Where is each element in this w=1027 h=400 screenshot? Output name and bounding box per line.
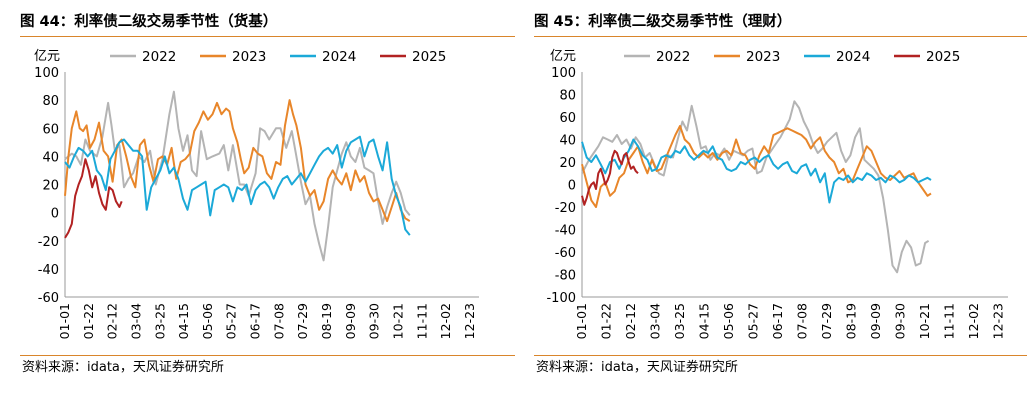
x-tick-label: 02-12	[623, 303, 638, 339]
x-tick-label: 09-30	[893, 303, 908, 339]
legend-label-2024: 2024	[836, 49, 870, 65]
y-tick-label: 40	[42, 150, 59, 165]
x-tick-label: 12-23	[991, 303, 1006, 339]
y-tick-label: -40	[555, 224, 576, 239]
x-tick-label: 11-11	[414, 303, 429, 339]
x-tick-label: 09-30	[367, 303, 382, 339]
x-tick-label: 10-21	[390, 303, 405, 339]
y-tick-label: -100	[546, 291, 576, 306]
x-tick-label: 03-25	[152, 303, 167, 339]
x-tick-label: 05-06	[200, 303, 215, 339]
y-tick-label: 0	[51, 207, 59, 222]
y-tick-label: 0	[568, 179, 576, 194]
source-divider	[534, 355, 1027, 356]
legend-label-2022: 2022	[656, 49, 690, 65]
legend-label-2025: 2025	[412, 49, 446, 65]
chart-title: 图 44：利率债二级交易季节性（货基）	[20, 14, 278, 30]
x-tick-label: 09-09	[343, 303, 358, 339]
legend-label-2023: 2023	[232, 49, 266, 65]
x-tick-label: 05-27	[746, 303, 761, 339]
line-chart-wealth-management: 亿元 -100 -80 -60 -40 -20 0 20 40 60 80 100 01-01 01-22…	[546, 49, 1008, 339]
y-tick-label: 100	[34, 66, 59, 81]
y-tick-label: -60	[555, 246, 576, 261]
x-tick-label: 06-17	[248, 303, 263, 339]
x-tick-label: 12-02	[966, 303, 981, 339]
x-tick-label: 10-21	[917, 303, 932, 339]
series-line-2025	[64, 158, 123, 239]
series-line-2024	[64, 135, 411, 236]
y-tick-label: 20	[559, 156, 576, 171]
legend-label-2024: 2024	[322, 49, 356, 65]
x-tick-label: 01-22	[81, 303, 96, 339]
x-tick-label: 02-12	[105, 303, 120, 339]
x-tick-label: 03-04	[128, 303, 143, 339]
x-tick-label: 05-27	[224, 303, 239, 339]
chart-panel-wealth-management: 图 45：利率债二级交易季节性（理财） 亿元 -100 -80 -60 -40 -20 0 2…	[534, 0, 1027, 400]
series-line-2024	[581, 138, 932, 204]
y-tick-label: 20	[42, 179, 59, 194]
y-tick-label: 80	[42, 94, 59, 109]
x-tick-label: 07-29	[819, 303, 834, 339]
legend-label-2023: 2023	[746, 49, 780, 65]
x-tick-label: 08-19	[319, 303, 334, 339]
y-tick-label: -60	[38, 291, 59, 306]
title-divider	[534, 36, 1027, 37]
y-axis-unit-label: 亿元	[550, 49, 576, 64]
x-tick-label: 01-01	[574, 303, 589, 339]
line-chart-money-fund: 亿元 -60 -40 -20 0 20 40 60 80 100 01-01 01-22 02-12 03…	[34, 49, 479, 339]
x-tick-label: 12-23	[462, 303, 477, 339]
x-tick-label: 04-15	[176, 303, 191, 339]
x-tick-label: 03-04	[648, 303, 663, 339]
x-tick-label: 01-22	[599, 303, 614, 339]
x-tick-label: 05-06	[721, 303, 736, 339]
x-tick-label: 07-08	[271, 303, 286, 339]
y-axis-unit-label: 亿元	[34, 49, 60, 64]
series-line-2022	[64, 90, 411, 262]
series-line-2023	[581, 125, 932, 208]
title-divider	[20, 36, 515, 37]
x-tick-label: 08-19	[844, 303, 859, 339]
legend-label-2025: 2025	[926, 49, 960, 65]
chart-title: 图 45：利率债二级交易季节性（理财）	[534, 14, 792, 30]
series-line-2025	[581, 149, 639, 206]
chart-panel-money-fund: 图 44：利率债二级交易季节性（货基） 亿元 -60 -40 -20 0 20 40 60 80…	[20, 0, 515, 400]
series-line-2022	[581, 100, 930, 274]
source-note: 资料来源：idata，天风证券研究所	[536, 360, 738, 375]
x-tick-label: 04-15	[697, 303, 712, 339]
x-tick-label: 09-09	[868, 303, 883, 339]
y-tick-label: -80	[555, 269, 576, 284]
source-note: 资料来源：idata，天风证券研究所	[22, 360, 224, 375]
x-tick-label: 03-25	[672, 303, 687, 339]
y-tick-label: -20	[38, 235, 59, 250]
y-tick-label: 100	[551, 66, 576, 81]
y-tick-label: 80	[559, 89, 576, 104]
x-tick-label: 07-29	[295, 303, 310, 339]
y-tick-label: 40	[559, 134, 576, 149]
y-tick-label: 60	[42, 122, 59, 137]
x-tick-label: 06-17	[770, 303, 785, 339]
source-divider	[20, 355, 515, 356]
x-tick-label: 12-02	[438, 303, 453, 339]
legend-label-2022: 2022	[142, 49, 176, 65]
x-tick-label: 07-08	[795, 303, 810, 339]
x-tick-label: 11-11	[942, 303, 957, 339]
y-tick-label: -20	[555, 201, 576, 216]
x-tick-label: 01-01	[57, 303, 72, 339]
y-tick-label: 60	[559, 111, 576, 126]
y-tick-label: -40	[38, 263, 59, 278]
